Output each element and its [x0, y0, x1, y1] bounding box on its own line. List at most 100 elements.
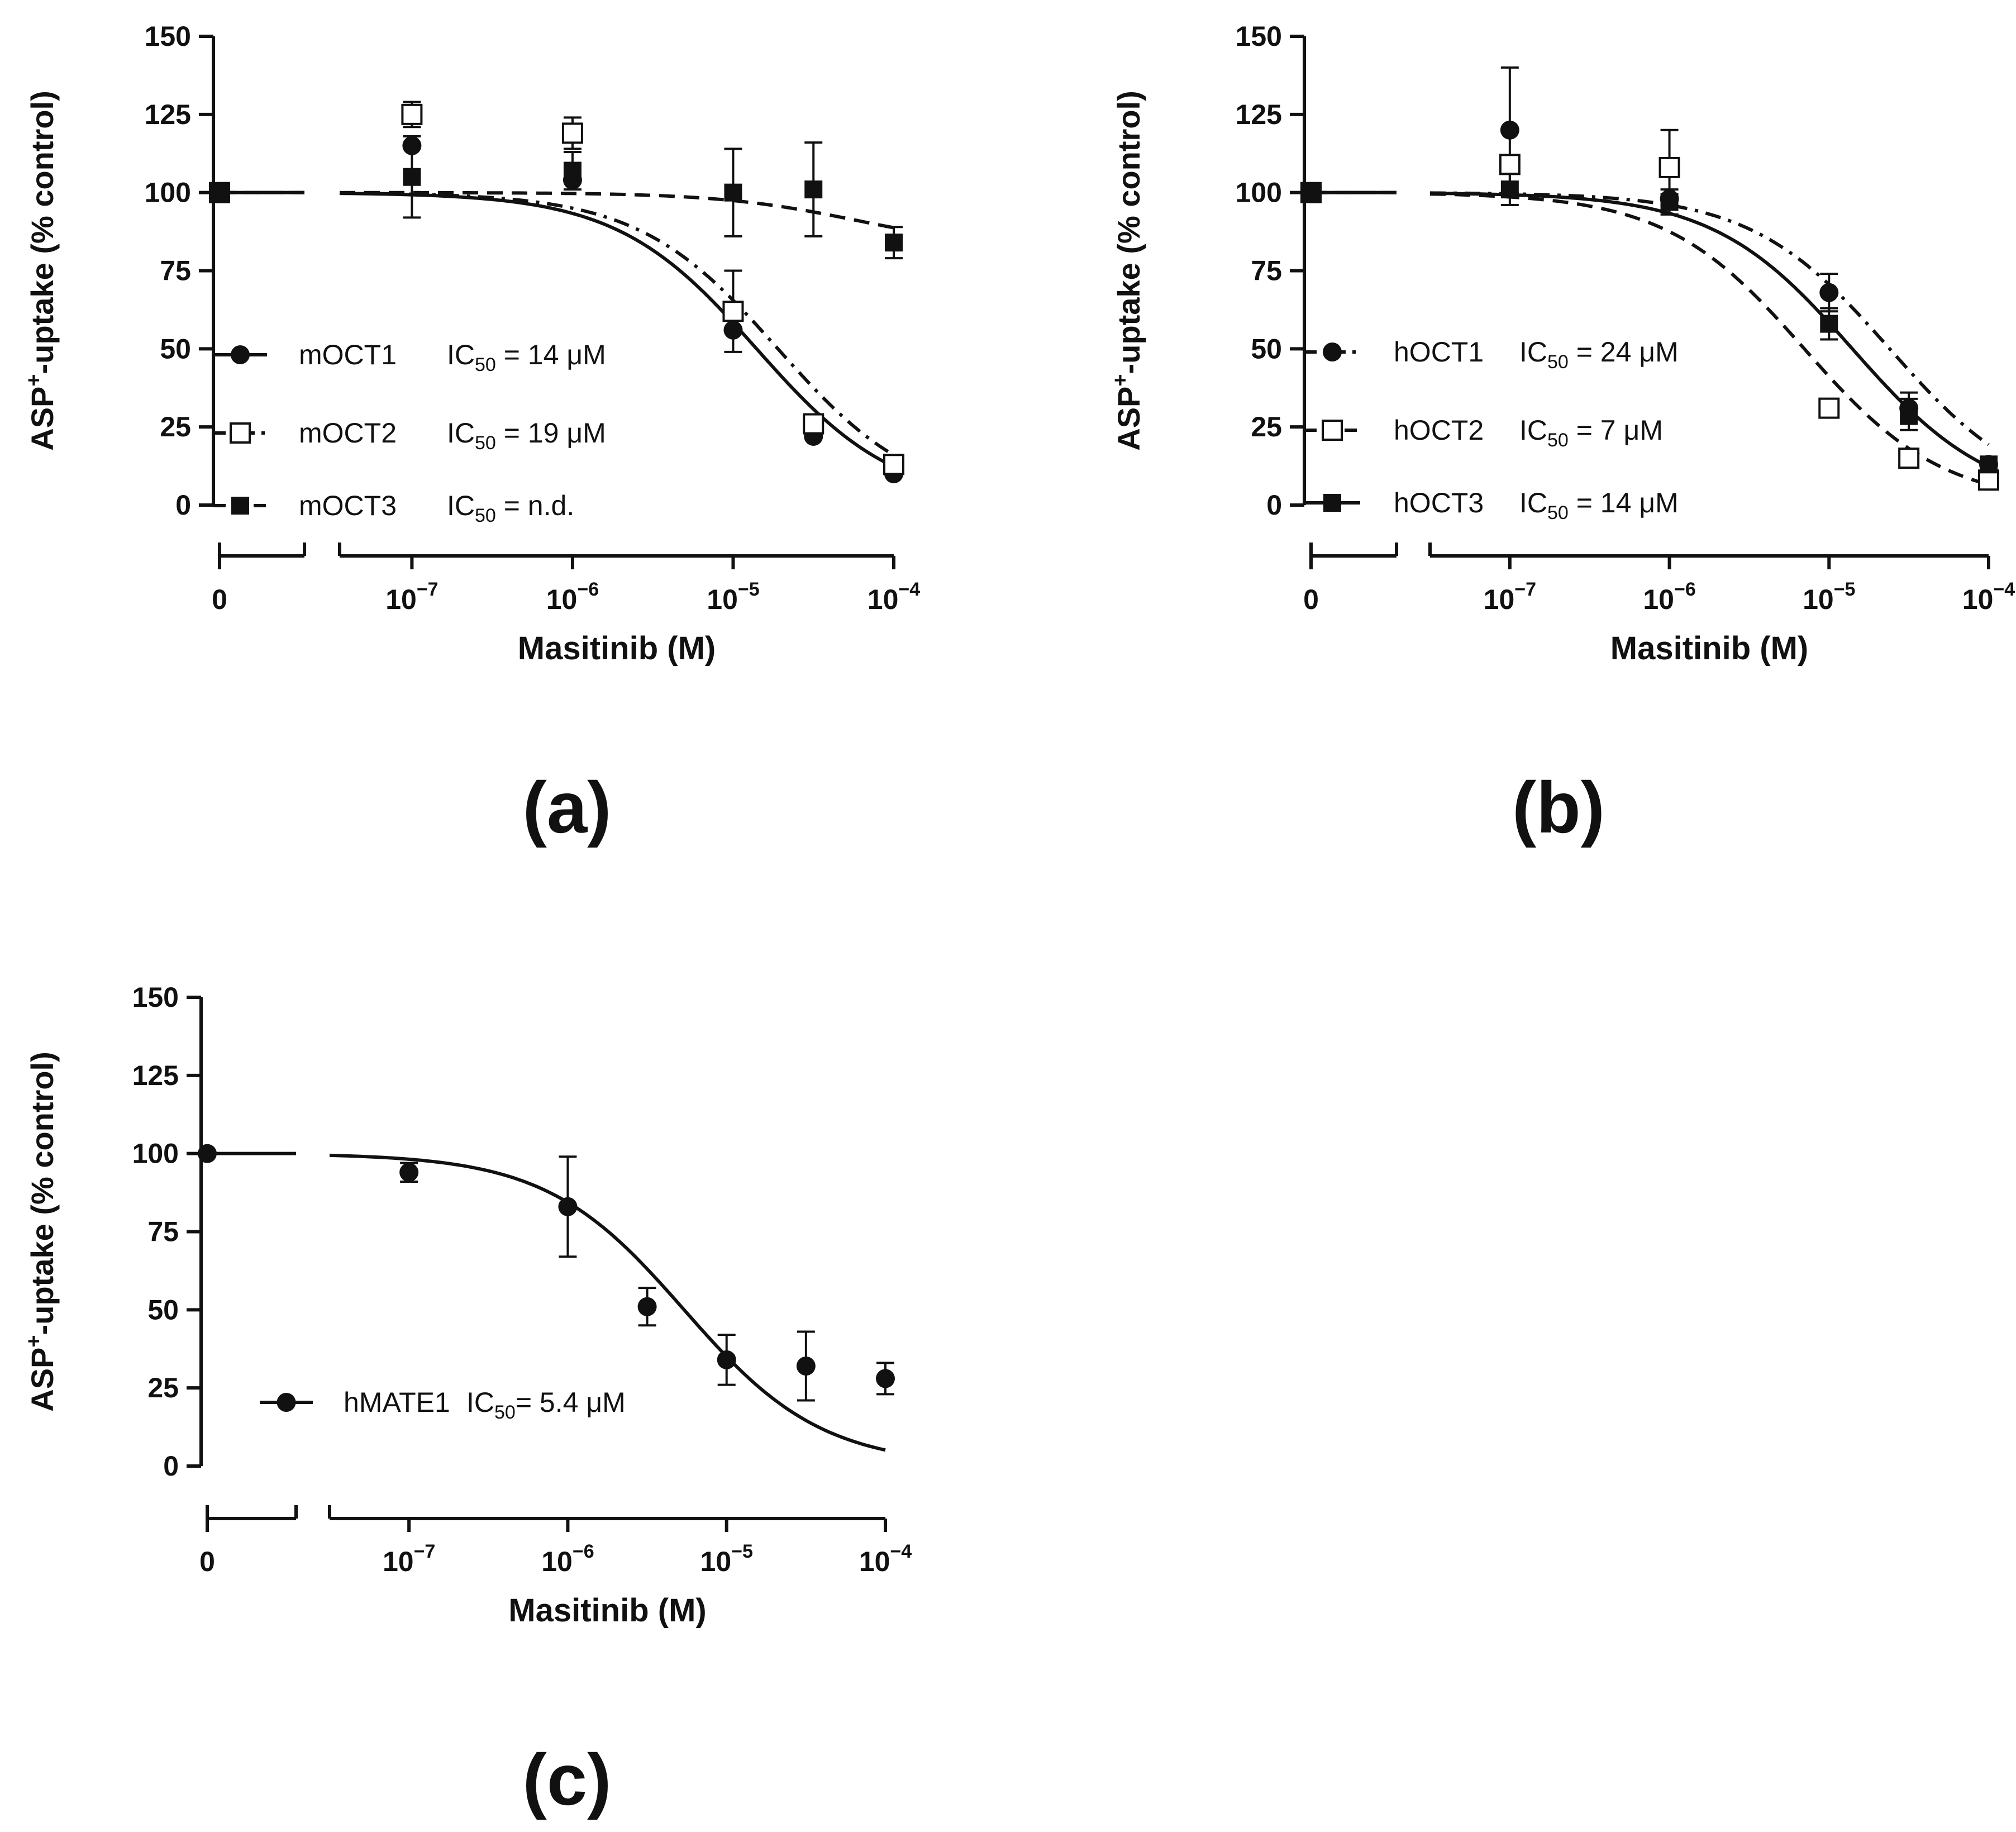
data-point — [637, 1297, 657, 1316]
x-tick-label: 10−5 — [707, 579, 759, 615]
legend-ic50: IC50 = 7 μM — [1519, 415, 1663, 451]
x-tick-label: 0 — [199, 1546, 215, 1577]
data-point — [885, 234, 903, 252]
x-tick-label: 0 — [1303, 584, 1319, 615]
series-hmate1 — [198, 1144, 895, 1452]
data-point — [804, 180, 823, 199]
data-point — [563, 161, 582, 180]
data-point — [1660, 193, 1679, 211]
data-point — [796, 1357, 816, 1376]
data-point — [1978, 469, 1999, 491]
x-tick-label: 10−5 — [700, 1541, 753, 1577]
y-tick-label: 75 — [160, 255, 191, 287]
legend-label: hOCT3 — [1394, 487, 1484, 518]
fit-curve — [329, 1153, 886, 1452]
fit-curve — [339, 192, 895, 468]
legend-label: hOCT2 — [1394, 415, 1484, 446]
legend-item-moct3: mOCT3 IC50 = n.d. — [213, 490, 574, 526]
x-tick-label: 10−6 — [541, 1541, 594, 1577]
legend-ic50: IC50 = 24 μM — [1519, 336, 1679, 373]
x-tick-label: 10−6 — [1643, 579, 1695, 615]
data-point — [803, 413, 824, 435]
x-tick-label: 10−7 — [385, 579, 438, 615]
data-point — [883, 454, 904, 475]
legend-item-hmate1: hMATE1 IC50= 5.4 μM — [260, 1387, 626, 1423]
legend-label: hOCT1 — [1394, 336, 1484, 368]
y-tick-label: 75 — [147, 1216, 179, 1248]
y-tick-label: 0 — [163, 1450, 179, 1482]
x-tick-label: 10−4 — [1962, 579, 2015, 615]
data-point — [231, 497, 249, 515]
data-point — [1658, 156, 1680, 178]
legend-ic50: IC50= 5.4 μM — [466, 1387, 626, 1423]
legend-ic50: IC50 = n.d. — [447, 490, 574, 526]
legend-item-hoct1: hOCT1 IC50 = 24 μM — [1304, 336, 1679, 373]
data-point — [876, 1369, 895, 1388]
chart-panel-2: 0 25 50 75 100 125 150 ASP+-uptake (% control) 0… — [1109, 21, 2015, 848]
data-point — [724, 183, 742, 202]
data-point — [401, 103, 423, 125]
y-tick-label: 25 — [147, 1372, 179, 1403]
legend-item-hoct2: hOCT2 IC50 = 7 μM — [1304, 415, 1663, 451]
legend-ic50: IC50 = 14 μM — [447, 339, 606, 375]
y-tick-label: 150 — [132, 982, 179, 1013]
data-point — [1500, 120, 1519, 140]
x-tick-label: 10−4 — [859, 1541, 912, 1577]
data-point — [1499, 154, 1521, 175]
y-tick-label: 125 — [145, 99, 191, 130]
y-tick-label: 50 — [147, 1294, 179, 1325]
data-point — [277, 1393, 296, 1412]
fit-curve — [1429, 191, 1990, 468]
y-tick-label: 75 — [1251, 255, 1282, 287]
data-point — [1323, 342, 1342, 361]
fit-curve — [339, 191, 895, 457]
legend-label: mOCT3 — [299, 490, 397, 521]
data-point — [1818, 397, 1840, 419]
y-tick-label: 100 — [145, 177, 191, 208]
data-point — [561, 122, 583, 144]
legend-ic50: IC50 = 14 μM — [1519, 487, 1679, 524]
y-tick-label: 125 — [132, 1060, 179, 1091]
y-tick-label: 150 — [145, 21, 191, 52]
legend-ic50: IC50 = 19 μM — [447, 417, 606, 454]
y-axis-label: ASP+-uptake (% control) — [22, 1051, 60, 1411]
y-tick-label: 125 — [1236, 99, 1282, 130]
x-tick-label: 10−4 — [868, 579, 920, 615]
y-axis-label: ASP+-uptake (% control) — [22, 91, 60, 450]
y-tick-label: 50 — [160, 333, 191, 364]
series-moct2 — [209, 101, 904, 475]
y-tick-label: 100 — [132, 1138, 179, 1169]
x-axis-label: Masitinib (M) — [1610, 630, 1808, 667]
data-point — [1980, 455, 1998, 474]
data-point — [399, 1163, 419, 1182]
legend-label: mOCT2 — [299, 417, 397, 449]
x-tick-label: 10−7 — [383, 1541, 435, 1577]
series-moct3 — [211, 135, 903, 260]
y-tick-label: 0 — [175, 489, 191, 521]
data-point — [1900, 405, 1918, 423]
data-point — [231, 345, 250, 364]
panel-label: (a) — [523, 767, 612, 848]
fit-curve — [340, 191, 894, 230]
y-tick-label: 0 — [1266, 489, 1282, 521]
data-point — [1302, 183, 1320, 202]
data-point — [211, 183, 228, 202]
panel-label: (c) — [523, 1739, 612, 1820]
legend-label: hMATE1 — [344, 1387, 450, 1418]
x-tick-label: 0 — [212, 584, 227, 615]
x-tick-label: 10−6 — [546, 579, 599, 615]
chart-panel-1: 0 25 50 75 100 125 150 ASP+-uptake (% control) 0… — [22, 21, 920, 848]
y-tick-label: 150 — [1236, 21, 1282, 52]
data-point — [198, 1144, 217, 1163]
data-point — [558, 1197, 578, 1216]
y-axis-label: ASP+-uptake (% control) — [1109, 91, 1146, 450]
legend-item-moct1: mOCT1 IC50 = 14 μM — [213, 339, 606, 375]
y-tick-label: 100 — [1236, 177, 1282, 208]
fit-curve — [1429, 192, 1989, 487]
data-point — [1500, 180, 1519, 199]
data-point — [722, 301, 744, 322]
y-tick-label: 50 — [1251, 333, 1282, 364]
data-point — [1898, 448, 1920, 469]
data-point — [717, 1350, 736, 1369]
series-hoct3 — [1302, 173, 1998, 474]
